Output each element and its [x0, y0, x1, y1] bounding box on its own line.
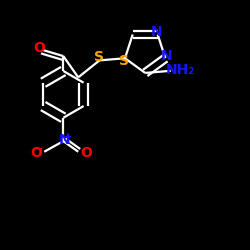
Text: N: N	[58, 133, 70, 147]
Text: N: N	[161, 49, 172, 63]
Text: +: +	[64, 132, 72, 142]
Text: N: N	[151, 25, 162, 39]
Text: O: O	[34, 41, 46, 55]
Text: −: −	[35, 144, 43, 154]
Text: O: O	[30, 146, 42, 160]
Text: O: O	[80, 146, 92, 160]
Text: S: S	[94, 50, 104, 64]
Text: NH₂: NH₂	[166, 63, 195, 77]
Text: S: S	[119, 54, 129, 68]
